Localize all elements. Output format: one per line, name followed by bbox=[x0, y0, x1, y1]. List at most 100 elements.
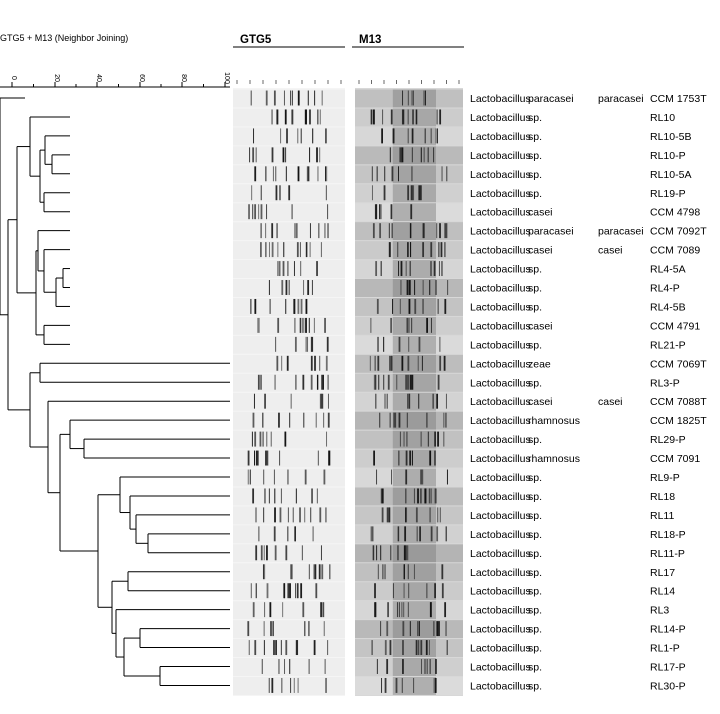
gel-lane-shadow bbox=[392, 658, 436, 676]
strain-strain: RL3-P bbox=[650, 377, 680, 389]
strain-genus: Lactobacillus bbox=[470, 245, 531, 257]
strain-strain: RL14 bbox=[650, 586, 675, 598]
gel-lane-shadow bbox=[392, 525, 436, 544]
gel-lane bbox=[233, 316, 345, 335]
strain-species: paracasei bbox=[528, 93, 574, 105]
gel-lane-shadow bbox=[392, 373, 436, 392]
strain-strain: RL1-P bbox=[650, 643, 680, 655]
scale-tick-label: 0 bbox=[10, 76, 17, 80]
strain-genus: Lactobacillus bbox=[470, 112, 531, 124]
gel-lane bbox=[355, 108, 463, 127]
strain-species: sp. bbox=[528, 662, 542, 674]
strain-genus: Lactobacillus bbox=[470, 472, 531, 484]
gel-lane bbox=[233, 297, 345, 316]
gel-lane-shadow bbox=[392, 184, 436, 203]
gel-lane bbox=[233, 639, 345, 658]
strain-strain: RL10 bbox=[650, 112, 675, 124]
strain-species: sp. bbox=[528, 283, 542, 295]
strain-genus: Lactobacillus bbox=[470, 150, 531, 162]
gel-lane-shadow bbox=[392, 449, 436, 468]
gel-lane bbox=[233, 506, 345, 525]
gel-lane bbox=[355, 373, 463, 392]
strain-subspecies: paracasei bbox=[598, 93, 644, 105]
gel-lane bbox=[355, 563, 463, 582]
strain-species: casei bbox=[528, 245, 553, 257]
gel-lane bbox=[233, 544, 345, 563]
strain-species: sp. bbox=[528, 169, 542, 181]
similarity-scale: 0 20 40 60 80 100 bbox=[0, 72, 230, 88]
gel-lane bbox=[355, 146, 463, 165]
gel-lane bbox=[233, 165, 345, 184]
strain-species: sp. bbox=[528, 377, 542, 389]
gel-lane bbox=[233, 676, 345, 695]
gel-lane bbox=[355, 639, 463, 658]
strain-strain: RL11-P bbox=[650, 548, 685, 560]
gel-lane bbox=[233, 89, 345, 108]
strain-species: sp. bbox=[528, 605, 542, 617]
gel-lane bbox=[233, 601, 345, 620]
scale-tick-label: 40 bbox=[95, 74, 102, 82]
strain-strain: RL18 bbox=[650, 491, 675, 503]
strain-strain: RL17-P bbox=[650, 662, 686, 674]
gel-lane-shadow bbox=[392, 241, 436, 260]
gel-lane bbox=[355, 222, 463, 241]
gel-lane bbox=[233, 430, 345, 449]
strain-genus: Lactobacillus bbox=[470, 586, 531, 598]
gel-lane bbox=[233, 392, 345, 411]
strain-species: sp. bbox=[528, 264, 542, 276]
strain-genus: Lactobacillus bbox=[470, 226, 531, 238]
gel-lane bbox=[355, 411, 463, 430]
strain-genus: Lactobacillus bbox=[470, 207, 531, 219]
gel-lane bbox=[355, 525, 463, 544]
strain-genus: Lactobacillus bbox=[470, 680, 531, 692]
strain-species: sp. bbox=[528, 643, 542, 655]
strain-strain: CCM 4791 bbox=[650, 320, 700, 332]
strain-species: casei bbox=[528, 207, 553, 219]
scale-tick-label: 60 bbox=[138, 74, 145, 82]
strain-strain: CCM 7089 bbox=[650, 245, 700, 257]
gel-lane-shadow bbox=[392, 127, 436, 146]
strain-genus: Lactobacillus bbox=[470, 358, 531, 370]
gel-lane-shadow bbox=[392, 582, 436, 601]
gel-lane bbox=[355, 89, 463, 108]
gtg5-header: GTG5 bbox=[240, 34, 272, 46]
strain-genus: Lactobacillus bbox=[470, 339, 531, 351]
strain-genus: Lactobacillus bbox=[470, 169, 531, 181]
strain-strain: CCM 7088T bbox=[650, 396, 707, 408]
strain-species: sp. bbox=[528, 529, 542, 541]
gel-lane-shadow bbox=[392, 89, 436, 108]
dendrogram-tree bbox=[0, 97, 230, 686]
strain-strain: RL19-P bbox=[650, 188, 686, 200]
gel-lane-shadow bbox=[392, 146, 436, 165]
strain-genus: Lactobacillus bbox=[470, 283, 531, 295]
strain-genus: Lactobacillus bbox=[470, 643, 531, 655]
strain-genus: Lactobacillus bbox=[470, 548, 531, 560]
strain-strain: RL30-P bbox=[650, 680, 686, 692]
strain-strain: CCM 1825T bbox=[650, 415, 707, 427]
scale-tick-label: 100 bbox=[223, 72, 230, 84]
strain-strain: RL10-5A bbox=[650, 169, 691, 181]
strain-strain: RL4-5B bbox=[650, 301, 686, 313]
strain-strain: RL9-P bbox=[650, 472, 680, 484]
strain-genus: Lactobacillus bbox=[470, 453, 531, 465]
gel-lane bbox=[233, 468, 345, 487]
